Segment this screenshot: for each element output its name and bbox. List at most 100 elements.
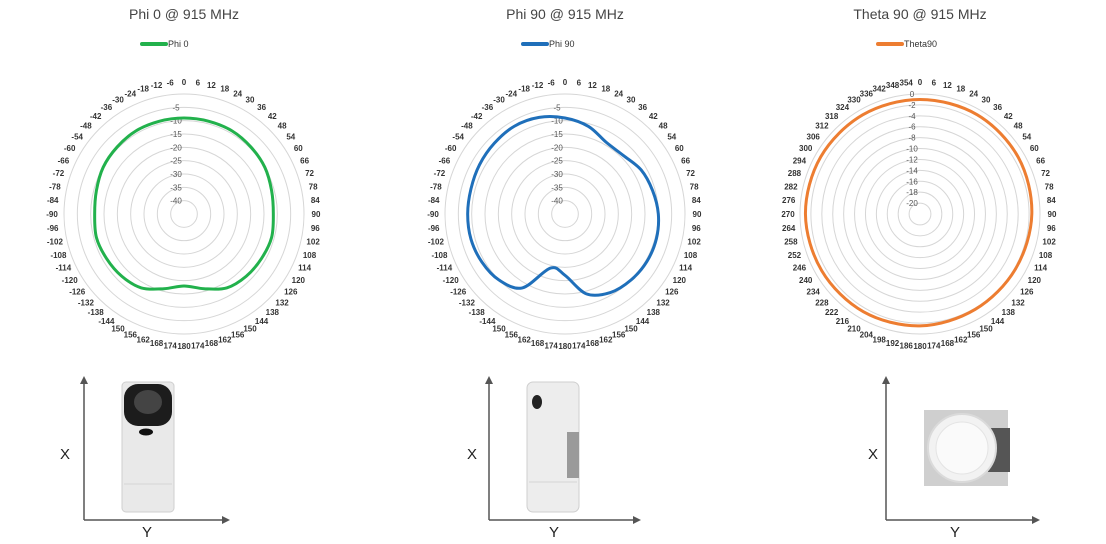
grid-ring xyxy=(76,106,292,322)
angle-tick-label: 6 xyxy=(577,79,582,88)
x-axis-arrowhead xyxy=(882,376,890,384)
radial-tick-label: -15 xyxy=(551,130,563,139)
angle-tick-label: 168 xyxy=(150,339,164,348)
angle-tick-label: -42 xyxy=(471,112,483,121)
angle-tick-label: 132 xyxy=(275,298,289,307)
angle-tick-label: 60 xyxy=(294,144,303,153)
grid-ring xyxy=(864,158,976,270)
y-axis-label: Y xyxy=(549,524,560,541)
grid-ring xyxy=(143,173,225,255)
radial-tick-label: -12 xyxy=(906,155,918,164)
angle-tick-label: -54 xyxy=(452,132,464,141)
angle-tick-label: 306 xyxy=(807,132,821,141)
angle-tick-label: -24 xyxy=(506,89,518,98)
angle-tick-label: 54 xyxy=(286,132,295,141)
angle-tick-label: 18 xyxy=(220,84,229,93)
angle-tick-label: 174 xyxy=(545,341,559,350)
angle-tick-label: -48 xyxy=(461,122,473,131)
angle-tick-label: 342 xyxy=(873,84,887,93)
radial-tick-label: 0 xyxy=(910,90,915,99)
orientation-figure: X Y xyxy=(0,374,368,544)
angle-tick-label: 102 xyxy=(306,237,320,246)
angle-tick-label: -90 xyxy=(46,210,58,219)
legend-label: Phi 90 xyxy=(549,39,575,49)
angle-tick-label: -36 xyxy=(482,103,494,112)
angle-tick-label: 204 xyxy=(860,331,874,340)
angle-tick-label: 84 xyxy=(692,196,701,205)
angle-tick-label: 42 xyxy=(649,112,658,121)
angle-tick-label: 180 xyxy=(177,342,191,351)
angle-tick-label: 78 xyxy=(1045,183,1054,192)
series-line xyxy=(93,116,275,291)
grid-ring xyxy=(90,120,278,308)
angle-tick-label: 6 xyxy=(932,79,937,88)
angle-tick-label: -60 xyxy=(64,144,76,153)
angle-tick-label: 198 xyxy=(873,336,887,345)
angle-tick-label: 30 xyxy=(627,96,636,105)
angle-tick-label: -96 xyxy=(428,224,440,233)
angle-tick-label: -18 xyxy=(137,84,149,93)
radial-tick-label: -20 xyxy=(551,143,563,152)
angle-tick-label: -90 xyxy=(427,210,439,219)
angle-tick-label: 36 xyxy=(638,103,647,112)
y-axis-arrowhead xyxy=(633,516,641,524)
angle-tick-label: 126 xyxy=(1020,288,1034,297)
angle-tick-label: 228 xyxy=(815,298,829,307)
legend-label: Phi 0 xyxy=(168,39,189,49)
angle-tick-label: 144 xyxy=(636,317,650,326)
series-line xyxy=(803,97,1034,328)
angle-tick-label: 48 xyxy=(1014,122,1023,131)
angle-tick-label: 168 xyxy=(205,339,219,348)
chart-panel-phi90: Phi 90 @ 915 MHz Phi 90 -40 -35 -30 -25 -20 -1… xyxy=(381,0,749,544)
angle-tick-label: 174 xyxy=(164,341,178,350)
angle-tick-label: 258 xyxy=(784,237,798,246)
angle-tick-label: 102 xyxy=(1042,237,1056,246)
y-axis-arrowhead xyxy=(222,516,230,524)
grid-ring xyxy=(821,115,1019,313)
angle-tick-label: 180 xyxy=(558,342,572,351)
angle-tick-label: 246 xyxy=(793,264,807,273)
angle-tick-label: 108 xyxy=(684,251,698,260)
angle-tick-label: 60 xyxy=(675,144,684,153)
x-axis-label: X xyxy=(60,446,71,463)
angle-tick-label: 138 xyxy=(266,308,280,317)
angle-tick-label: 108 xyxy=(1039,251,1053,260)
radial-tick-label: -20 xyxy=(170,143,182,152)
angle-tick-label: 12 xyxy=(207,81,216,90)
angle-tick-label: 78 xyxy=(309,183,318,192)
angle-tick-label: 294 xyxy=(793,156,807,165)
angle-tick-label: 24 xyxy=(614,89,623,98)
angle-tick-label: -66 xyxy=(58,156,70,165)
angle-tick-label: -66 xyxy=(439,156,451,165)
angle-tick-label: 90 xyxy=(1048,210,1057,219)
angle-tick-label: -84 xyxy=(47,196,59,205)
angle-tick-label: -138 xyxy=(469,308,486,317)
angle-tick-label: 90 xyxy=(312,210,321,219)
grid-ring xyxy=(875,169,965,259)
angle-tick-label: 30 xyxy=(982,96,991,105)
angle-tick-label: 192 xyxy=(886,339,900,348)
angle-tick-label: 78 xyxy=(690,183,699,192)
grid-ring xyxy=(799,93,1041,335)
x-axis-arrowhead xyxy=(485,376,493,384)
angle-tick-label: -144 xyxy=(479,317,496,326)
grid-ring xyxy=(908,202,932,226)
angle-tick-label: 66 xyxy=(1036,156,1045,165)
angle-tick-label: -12 xyxy=(532,81,544,90)
radial-tick-label: -25 xyxy=(170,157,182,166)
angle-tick-label: 156 xyxy=(967,331,981,340)
angle-tick-label: 84 xyxy=(311,196,320,205)
angle-tick-label: 288 xyxy=(788,169,802,178)
grid-ring xyxy=(103,133,265,295)
orientation-figure: X Y xyxy=(736,374,1104,544)
angle-tick-label: 270 xyxy=(781,210,795,219)
angle-tick-label: 156 xyxy=(124,331,138,340)
angle-tick-label: 336 xyxy=(860,89,874,98)
x-axis-label: X xyxy=(467,446,478,463)
angle-tick-label: -132 xyxy=(78,298,95,307)
grid-ring xyxy=(832,126,1008,302)
angle-tick-label: 216 xyxy=(836,317,850,326)
angle-tick-label: 132 xyxy=(656,298,670,307)
angle-tick-label: 30 xyxy=(246,96,255,105)
angle-tick-label: 162 xyxy=(218,336,232,345)
